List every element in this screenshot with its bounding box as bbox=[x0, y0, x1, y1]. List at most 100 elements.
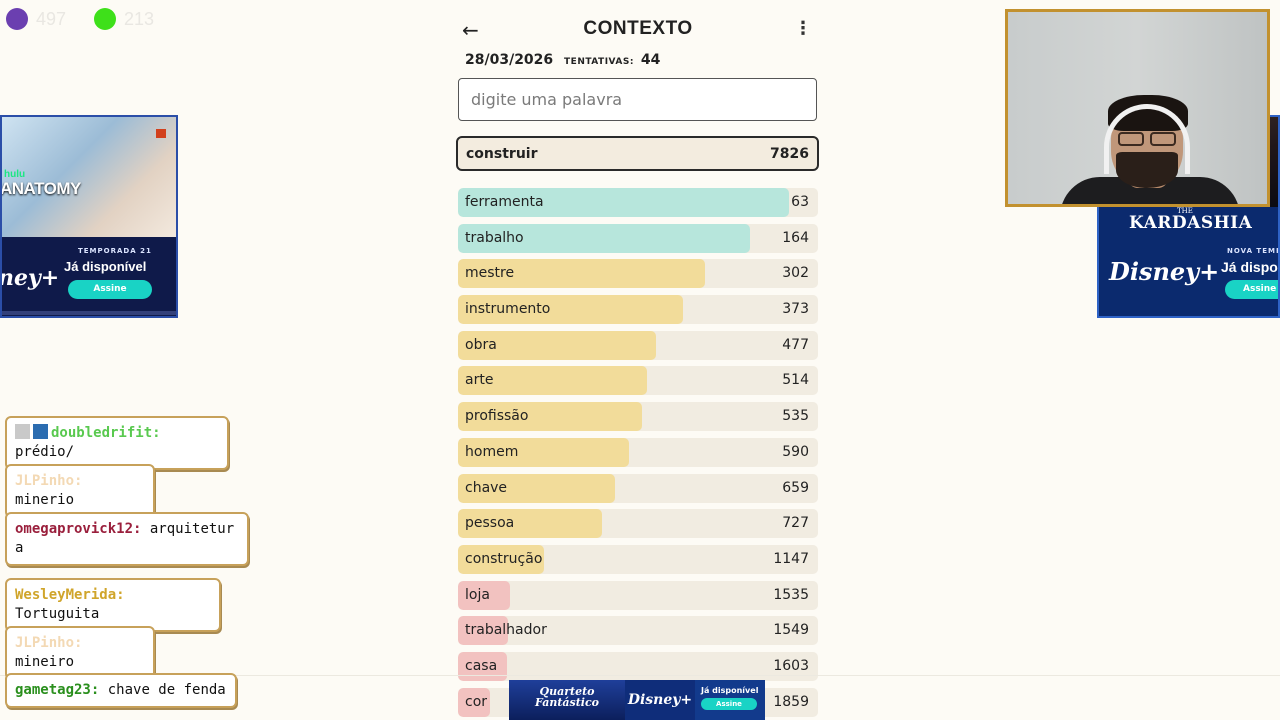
guess-rank: 659 bbox=[782, 479, 809, 496]
guess-rank: 1147 bbox=[773, 550, 809, 567]
chat-username[interactable]: omegaprovick12: bbox=[15, 521, 142, 537]
page-title: CONTEXTO bbox=[583, 18, 693, 39]
guess-row: profissão 535 bbox=[458, 402, 818, 432]
game-date: 28/03/2026 bbox=[465, 52, 554, 68]
chat-text: prédio/ bbox=[15, 444, 75, 460]
chat-text: chave de fenda bbox=[99, 682, 226, 698]
chat-text: arquitetur a bbox=[15, 521, 235, 556]
similarity-bar bbox=[458, 223, 750, 253]
ad-subscribe-button[interactable]: Assine bbox=[1225, 280, 1278, 299]
ad-image: hulu ANATOMY bbox=[2, 117, 176, 237]
guess-row: pessoa 727 bbox=[458, 509, 818, 539]
ad-show-prefix: THE bbox=[1177, 207, 1193, 215]
disney-plus-logo: Disney+ bbox=[1109, 257, 1220, 286]
guess-rank: 514 bbox=[782, 372, 809, 389]
guess-word: casa bbox=[465, 657, 498, 674]
similarity-bar bbox=[458, 402, 642, 432]
guess-word: arte bbox=[465, 372, 494, 389]
guess-row: obra 477 bbox=[458, 330, 818, 360]
similarity-bar bbox=[458, 473, 615, 503]
back-arrow-icon[interactable]: ← bbox=[462, 18, 479, 42]
guess-rank: 164 bbox=[782, 229, 809, 246]
chat-message: gametag23: chave de fenda bbox=[5, 673, 237, 708]
guess-row: instrumento 373 bbox=[458, 295, 818, 325]
guess-row: casa 1603 bbox=[458, 651, 818, 681]
attempts-label: TENTATIVAS: bbox=[564, 57, 634, 67]
current-guess-word: construir bbox=[466, 145, 538, 162]
ad-availability: Já dispon bbox=[1221, 259, 1280, 275]
guess-word: ferramenta bbox=[465, 194, 544, 210]
chat-username[interactable]: gametag23: bbox=[15, 682, 100, 698]
ad-fine-print bbox=[2, 311, 176, 315]
current-guess: construir 7826 bbox=[456, 136, 819, 171]
counter-value: 213 bbox=[124, 8, 155, 29]
prime-badge-icon bbox=[33, 424, 48, 439]
guess-word: pessoa bbox=[465, 515, 515, 532]
guess-rank: 1603 bbox=[773, 657, 809, 674]
ad-brand: hulu bbox=[4, 169, 26, 180]
ad-banner-left[interactable]: hulu ANATOMY TEMPORADA 21 ney+ Já dispon… bbox=[0, 115, 178, 318]
guess-row: construção 1147 bbox=[458, 544, 818, 574]
ad-choices-icon[interactable] bbox=[156, 129, 166, 138]
guess-word: cor bbox=[465, 693, 488, 710]
disney-plus-logo: ney+ bbox=[0, 265, 60, 291]
guess-word: trabalhador bbox=[465, 622, 547, 639]
ad-subscribe-button[interactable]: Assine bbox=[68, 280, 152, 299]
similarity-bar bbox=[458, 687, 491, 717]
top-bar: ← CONTEXTO ⋮ bbox=[458, 16, 818, 44]
ad-subscribe-button[interactable]: Assine bbox=[701, 698, 757, 710]
game-info: 28/03/2026 TENTATIVAS: 44 bbox=[465, 52, 660, 68]
guess-rank: 302 bbox=[782, 265, 809, 282]
disney-plus-logo: Disney+ bbox=[625, 680, 695, 720]
more-options-icon[interactable]: ⋮ bbox=[794, 18, 812, 39]
guess-list: ferramenta 63 trabalho 164 mestre 302 instrume… bbox=[458, 188, 818, 720]
chat-username[interactable]: doubledrifit: bbox=[51, 425, 161, 441]
guess-word: profissão bbox=[465, 408, 529, 425]
guess-row: arte 514 bbox=[458, 366, 818, 396]
attempts-count: 44 bbox=[640, 52, 661, 68]
ad-movie-title: Quarteto Fantástico bbox=[509, 680, 625, 720]
guess-rank: 63 bbox=[791, 194, 809, 210]
chat-username[interactable]: JLPinho: bbox=[15, 473, 83, 489]
similarity-bar bbox=[458, 616, 509, 646]
viewer-counter-green: 213 bbox=[94, 8, 154, 30]
webcam-overlay bbox=[1005, 9, 1270, 207]
ad-availability: Já disponível bbox=[701, 686, 759, 695]
guess-row: trabalhador 1549 bbox=[458, 616, 818, 646]
guess-word: chave bbox=[465, 479, 508, 496]
chat-text: mineiro bbox=[15, 654, 75, 670]
similarity-bar bbox=[458, 580, 511, 610]
similarity-bar bbox=[458, 437, 629, 467]
similarity-bar bbox=[458, 330, 656, 360]
word-input[interactable] bbox=[458, 78, 817, 121]
guess-row: loja 1535 bbox=[458, 580, 818, 610]
guess-rank: 1549 bbox=[773, 622, 809, 639]
ad-season: NOVA TEMPO bbox=[1227, 247, 1278, 255]
ad-show-title: KARDASHIA bbox=[1129, 213, 1253, 233]
ad-banner-bottom[interactable]: Quarteto Fantástico Disney+ Já disponíve… bbox=[509, 680, 765, 720]
guess-row: trabalho 164 bbox=[458, 223, 818, 253]
purple-dot-icon bbox=[6, 8, 28, 30]
ad-show-title: ANATOMY bbox=[0, 179, 81, 198]
chat-username[interactable]: JLPinho: bbox=[15, 635, 83, 651]
guess-rank: 373 bbox=[782, 301, 809, 318]
ad-season: TEMPORADA 21 bbox=[78, 247, 152, 255]
guess-row: ferramenta 63 bbox=[458, 188, 818, 217]
divider bbox=[0, 675, 1280, 676]
chat-message: omegaprovick12: arquitetur a bbox=[5, 512, 249, 566]
guess-row: homem 590 bbox=[458, 437, 818, 467]
guess-word: construção bbox=[465, 550, 543, 567]
ad-availability: Já disponível bbox=[64, 259, 147, 274]
guess-word: mestre bbox=[465, 265, 515, 282]
counter-value: 497 bbox=[36, 8, 67, 29]
viewer-counter-purple: 497 bbox=[6, 8, 66, 30]
chat-username[interactable]: WesleyMerida: bbox=[15, 587, 125, 603]
guess-word: instrumento bbox=[465, 301, 551, 318]
guess-row: mestre 302 bbox=[458, 259, 818, 289]
green-dot-icon bbox=[94, 8, 116, 30]
guess-word: trabalho bbox=[465, 229, 524, 246]
similarity-bar bbox=[458, 259, 705, 289]
chat-text: minerio bbox=[15, 492, 75, 508]
guess-word: loja bbox=[465, 586, 490, 603]
guess-rank: 590 bbox=[782, 443, 809, 460]
